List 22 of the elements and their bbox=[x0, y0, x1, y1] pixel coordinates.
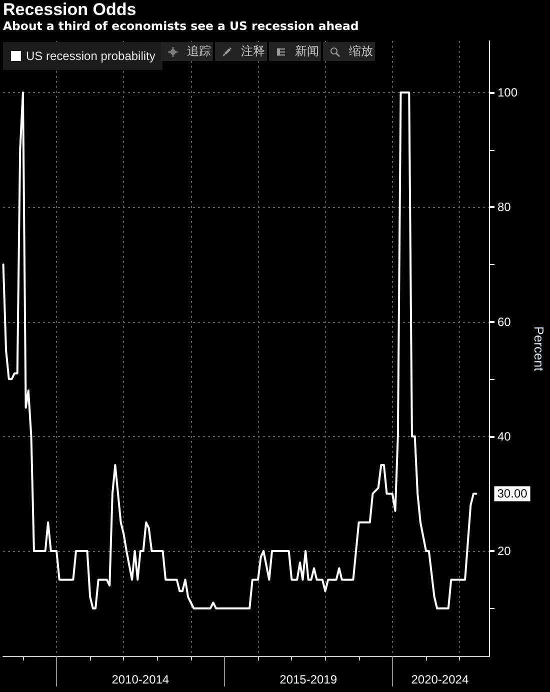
x-tick-label: 2010-2014 bbox=[112, 672, 170, 686]
chart-subtitle: About a third of economists see a US recession ahead bbox=[3, 19, 359, 33]
annotation: 注释 bbox=[241, 43, 265, 60]
toolbar-button: 新闻 bbox=[269, 42, 321, 61]
toolbar-button: 注释 bbox=[215, 42, 267, 61]
x-tick-label: 2015-2019 bbox=[280, 672, 338, 686]
chart-title: Recession Odds bbox=[3, 0, 136, 19]
annotation: 缩放 bbox=[349, 43, 373, 60]
annotation: 新闻 bbox=[295, 43, 319, 60]
x-tick-label: 2020-2024 bbox=[411, 672, 469, 686]
y-tick-label: 100 bbox=[498, 85, 518, 100]
toolbar-button: 追踪 bbox=[161, 42, 213, 61]
y-tick-label: 60 bbox=[498, 314, 512, 329]
y-tick-label: 20 bbox=[498, 544, 512, 558]
annotation: 追踪 bbox=[187, 43, 211, 60]
data-label: 30.00 bbox=[497, 486, 528, 501]
y-tick-label: 40 bbox=[498, 429, 512, 444]
line-series bbox=[2, 91, 478, 610]
y-tick-label: 80 bbox=[498, 200, 512, 214]
y-axis-title: Percent bbox=[532, 326, 546, 372]
toolbar-button: 缩放 bbox=[323, 42, 375, 61]
legend-label: US recession probability bbox=[26, 49, 156, 63]
